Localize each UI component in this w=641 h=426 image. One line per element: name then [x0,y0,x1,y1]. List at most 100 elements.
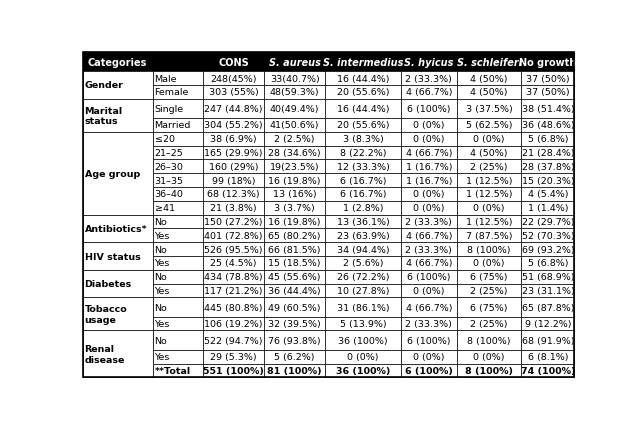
Bar [83,132,153,215]
Bar [83,132,153,146]
Text: 3 (37.5%): 3 (37.5%) [466,105,513,114]
Text: 5 (13.9%): 5 (13.9%) [340,320,387,328]
Bar [153,174,203,187]
Text: S. hyicus: S. hyicus [404,58,453,67]
Text: Yes: Yes [154,231,170,240]
Bar [203,53,264,72]
Bar [203,146,264,160]
Text: 74 (100%): 74 (100%) [520,366,575,375]
Bar [264,317,325,331]
Bar [457,298,521,317]
Bar [83,229,153,243]
Bar [457,229,521,243]
Text: Diabetes: Diabetes [85,279,132,288]
Bar [521,132,574,146]
Bar [153,256,203,270]
Bar [401,132,457,146]
Bar [264,132,325,146]
Text: Yes: Yes [154,259,170,268]
Text: 304 (55.2%): 304 (55.2%) [204,121,263,130]
Text: No: No [154,218,167,227]
Text: 31 (86.1%): 31 (86.1%) [337,303,389,312]
Bar [325,364,401,377]
Text: 2 (2.5%): 2 (2.5%) [274,135,315,144]
Text: 150 (27.2%): 150 (27.2%) [204,218,263,227]
Bar [401,215,457,229]
Bar [153,100,203,119]
Text: 106 (19.2%): 106 (19.2%) [204,320,263,328]
Bar [401,350,457,364]
Bar [401,119,457,132]
Text: 16 (19.8%): 16 (19.8%) [269,218,321,227]
Bar [264,243,325,256]
Bar [521,160,574,174]
Text: 28 (34.6%): 28 (34.6%) [269,149,321,158]
Text: Marital
status: Marital status [85,106,122,126]
Bar [457,215,521,229]
Bar [457,72,521,86]
Bar [83,174,153,187]
Bar [203,270,264,284]
Text: 4 (66.7%): 4 (66.7%) [406,303,452,312]
Text: No: No [154,245,167,254]
Text: 38 (51.4%): 38 (51.4%) [522,105,574,114]
Bar [457,317,521,331]
Text: 65 (87.8%): 65 (87.8%) [522,303,574,312]
Bar [325,146,401,160]
Bar [264,284,325,298]
Bar [521,229,574,243]
Text: 1 (2.8%): 1 (2.8%) [343,204,383,213]
Text: 8 (100%): 8 (100%) [467,245,511,254]
Bar [83,86,153,100]
Bar [83,72,153,86]
Text: 0 (0%): 0 (0%) [413,204,445,213]
Text: 4 (50%): 4 (50%) [470,149,508,158]
Bar [401,53,457,72]
Bar [203,364,264,377]
Bar [325,53,401,72]
Text: 81 (100%): 81 (100%) [267,366,322,375]
Bar [521,100,574,119]
Text: S. schleiferi: S. schleiferi [456,58,522,67]
Bar [83,215,153,243]
Text: **Total: **Total [154,366,190,375]
Text: 6 (100%): 6 (100%) [407,105,451,114]
Bar [457,100,521,119]
Text: CONS: CONS [218,58,249,67]
Bar [153,201,203,215]
Bar [203,86,264,100]
Bar [153,146,203,160]
Bar [325,201,401,215]
Text: 0 (0%): 0 (0%) [413,135,445,144]
Text: 31–35: 31–35 [154,176,183,185]
Text: 401 (72.8%): 401 (72.8%) [204,231,263,240]
Text: 20 (55.6%): 20 (55.6%) [337,121,389,130]
Text: 522 (94.7%): 522 (94.7%) [204,336,263,345]
Bar [203,201,264,215]
Text: 21 (28.4%): 21 (28.4%) [522,149,574,158]
Bar [401,364,457,377]
Bar [325,215,401,229]
Text: ≤20: ≤20 [154,135,174,144]
Bar [264,146,325,160]
Text: 36 (44.4%): 36 (44.4%) [269,286,321,295]
Bar [401,86,457,100]
Bar [521,187,574,201]
Bar [203,72,264,86]
Text: 68 (91.9%): 68 (91.9%) [522,336,574,345]
Text: 6 (16.7%): 6 (16.7%) [340,190,386,199]
Text: 165 (29.9%): 165 (29.9%) [204,149,263,158]
Text: 4 (66.7%): 4 (66.7%) [406,231,452,240]
Bar [264,201,325,215]
Text: 1 (16.7%): 1 (16.7%) [406,162,452,171]
Text: 13 (36.1%): 13 (36.1%) [337,218,389,227]
Text: 9 (12.2%): 9 (12.2%) [525,320,571,328]
Text: 16 (44.4%): 16 (44.4%) [337,105,389,114]
Text: 445 (80.8%): 445 (80.8%) [204,303,263,312]
Text: Gender: Gender [85,81,124,90]
Text: HIV status: HIV status [85,252,140,261]
Bar [521,284,574,298]
Text: 36 (100%): 36 (100%) [336,366,390,375]
Text: 5 (6.8%): 5 (6.8%) [528,259,568,268]
Text: 41(50.6%): 41(50.6%) [270,121,319,130]
